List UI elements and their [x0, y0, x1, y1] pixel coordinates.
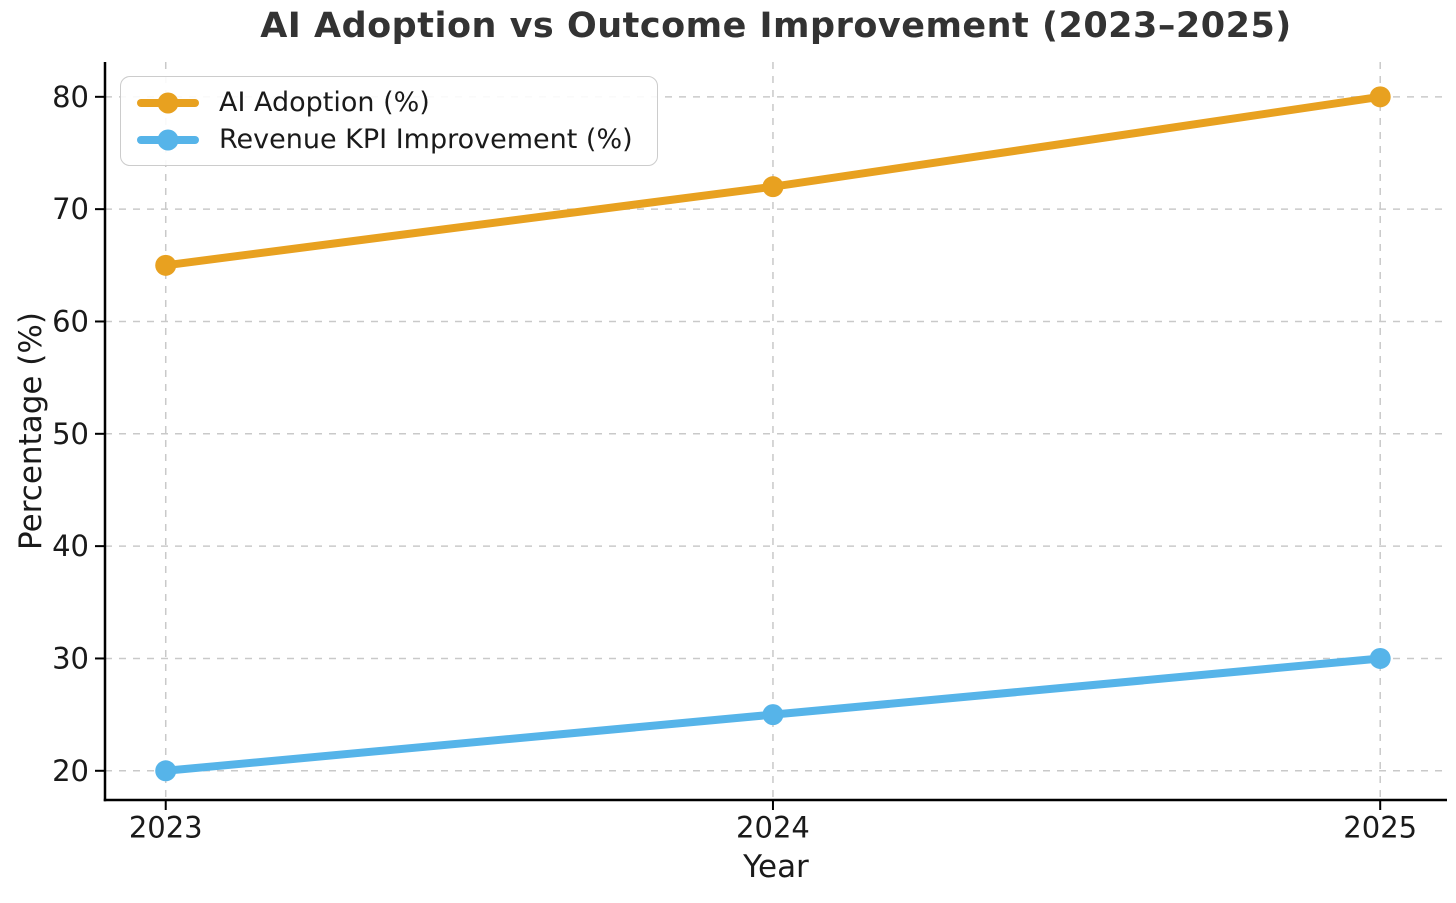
- y-tick-label: 60: [52, 304, 89, 338]
- x-tick-label: 2024: [736, 811, 810, 845]
- grid-lines: [105, 62, 1447, 800]
- y-tick-label: 50: [52, 417, 89, 451]
- x-tick-label: 2025: [1343, 811, 1417, 845]
- legend-label: AI Adoption (%): [219, 87, 430, 118]
- legend-label: Revenue KPI Improvement (%): [219, 124, 633, 155]
- data-point-marker: [155, 760, 177, 782]
- legend-marker-icon: [157, 92, 179, 113]
- legend-item: AI Adoption (%): [137, 86, 633, 119]
- axis-ticks: [95, 95, 1382, 810]
- legend-line-sample: [137, 129, 199, 150]
- data-point-marker: [1369, 647, 1391, 669]
- y-tick-label: 80: [52, 80, 89, 114]
- x-tick-label: 2023: [129, 811, 203, 845]
- y-tick-label: 20: [52, 754, 89, 788]
- axes-spines: [103, 62, 1447, 802]
- axis-tick-labels: 20 30 40 50 60 70 80 2023 2024 2025: [52, 80, 1417, 845]
- chart-title: AI Adoption vs Outcome Improvement (2023…: [260, 6, 1292, 46]
- y-tick-label: 70: [52, 192, 89, 226]
- data-point-marker: [762, 176, 784, 198]
- y-tick-label: 40: [52, 529, 89, 563]
- legend-item: Revenue KPI Improvement (%): [137, 123, 633, 156]
- data-point-marker: [1369, 86, 1391, 108]
- legend: AI Adoption (%) Revenue KPI Improvement …: [120, 76, 658, 166]
- data-point-marker: [155, 254, 177, 276]
- y-tick-label: 30: [52, 641, 89, 675]
- data-point-marker: [762, 704, 784, 726]
- x-axis-label: Year: [743, 849, 809, 885]
- legend-marker-icon: [157, 129, 179, 150]
- legend-line-sample: [137, 92, 199, 113]
